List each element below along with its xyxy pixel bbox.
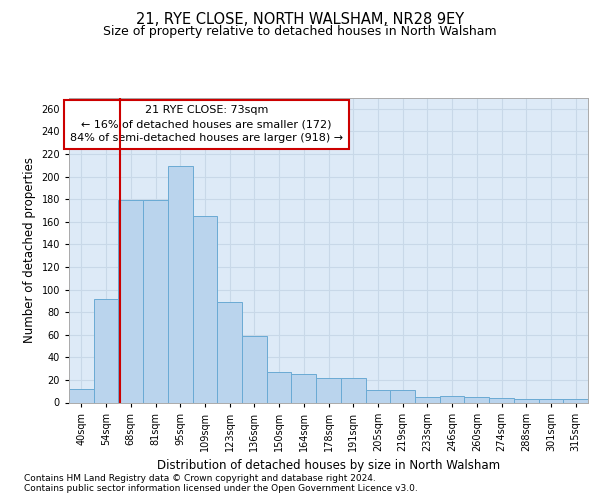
Bar — [69, 389, 94, 402]
Bar — [118, 200, 143, 402]
Text: Contains public sector information licensed under the Open Government Licence v3: Contains public sector information licen… — [24, 484, 418, 493]
Bar — [193, 216, 217, 402]
Bar — [390, 390, 415, 402]
Bar — [415, 397, 440, 402]
Bar — [341, 378, 365, 402]
Text: Contains HM Land Registry data © Crown copyright and database right 2024.: Contains HM Land Registry data © Crown c… — [24, 474, 376, 483]
Bar — [539, 399, 563, 402]
Bar — [267, 372, 292, 402]
Bar — [464, 397, 489, 402]
Y-axis label: Number of detached properties: Number of detached properties — [23, 157, 36, 343]
Text: Size of property relative to detached houses in North Walsham: Size of property relative to detached ho… — [103, 25, 497, 38]
Bar — [292, 374, 316, 402]
Bar — [316, 378, 341, 402]
Text: 21 RYE CLOSE: 73sqm
← 16% of detached houses are smaller (172)
84% of semi-detac: 21 RYE CLOSE: 73sqm ← 16% of detached ho… — [70, 105, 343, 143]
Bar — [489, 398, 514, 402]
Bar — [514, 399, 539, 402]
Text: 21, RYE CLOSE, NORTH WALSHAM, NR28 9EY: 21, RYE CLOSE, NORTH WALSHAM, NR28 9EY — [136, 12, 464, 28]
Bar — [143, 200, 168, 402]
Bar — [168, 166, 193, 402]
Bar — [365, 390, 390, 402]
Bar — [217, 302, 242, 402]
Bar — [94, 298, 118, 403]
Bar — [563, 399, 588, 402]
Bar — [440, 396, 464, 402]
Bar — [242, 336, 267, 402]
X-axis label: Distribution of detached houses by size in North Walsham: Distribution of detached houses by size … — [157, 459, 500, 472]
